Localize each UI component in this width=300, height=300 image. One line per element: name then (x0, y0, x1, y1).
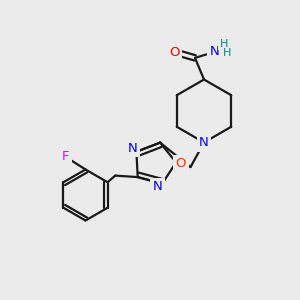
Text: H: H (223, 48, 231, 59)
Text: O: O (169, 46, 179, 59)
Text: O: O (176, 158, 186, 170)
Text: H: H (220, 38, 228, 49)
Text: N: N (153, 180, 163, 193)
Text: F: F (62, 149, 70, 163)
Text: N: N (199, 136, 209, 149)
Text: N: N (210, 45, 219, 58)
Text: N: N (128, 142, 138, 154)
